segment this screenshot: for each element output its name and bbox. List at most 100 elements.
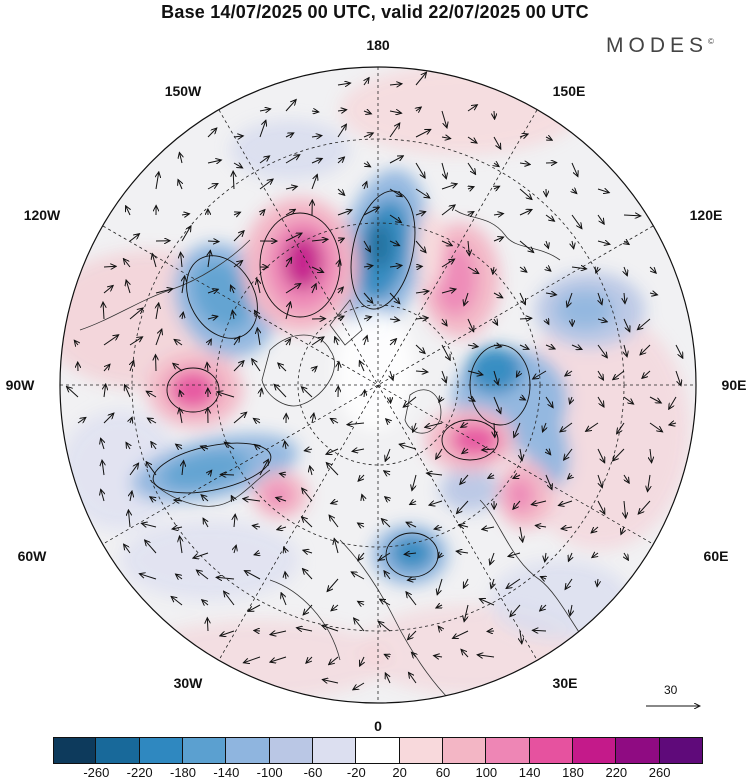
- wind-arrow: [182, 276, 185, 294]
- wind-arrow: [224, 591, 235, 606]
- lon-label-90e: 90E: [722, 377, 747, 393]
- wind-arrow: [467, 136, 477, 143]
- wind-arrow: [389, 156, 403, 164]
- wind-arrow: [592, 553, 598, 558]
- wind-arrow: [217, 392, 235, 398]
- wind-arrow: [597, 319, 607, 322]
- wind-arrow: [338, 287, 343, 293]
- wind-arrow: [406, 522, 417, 527]
- colorbar-segment: [486, 737, 530, 764]
- wind-arrow: [586, 422, 599, 431]
- wind-arrow: [379, 552, 391, 560]
- colorbar-segment: [53, 737, 97, 764]
- wind-arrow: [156, 172, 159, 190]
- wind-arrow: [508, 553, 521, 556]
- wind-arrow: [358, 552, 365, 561]
- wind-arrow: [386, 419, 390, 423]
- wind-arrow: [415, 371, 428, 372]
- colorbar-tick-label: 260: [648, 765, 671, 780]
- wind-arrow: [207, 289, 218, 293]
- wind-arrow: [126, 442, 130, 450]
- wind-arrow: [546, 449, 551, 455]
- wind-arrow: [173, 363, 183, 372]
- wind-arrow: [285, 233, 302, 242]
- wind-arrow: [67, 387, 79, 398]
- wind-arrow: [494, 163, 499, 167]
- colorbar-tick-label: 100: [475, 765, 498, 780]
- wind-arrow: [338, 259, 340, 268]
- wind-arrow: [438, 626, 442, 631]
- wind-arrow: [286, 339, 291, 345]
- lon-label-30e: 30E: [553, 675, 578, 691]
- wind-arrow: [303, 569, 313, 580]
- wind-arrow: [457, 500, 469, 514]
- colorbar-tick-label: -140: [213, 765, 240, 780]
- wind-arrow: [637, 318, 651, 330]
- wind-arrow: [467, 162, 476, 174]
- wind-arrow: [337, 210, 352, 216]
- wind-arrow: [597, 241, 610, 244]
- colorbar-tick-label: -60: [303, 765, 323, 780]
- wind-arrow: [285, 258, 292, 268]
- wind-arrow: [640, 344, 651, 355]
- wind-arrow: [519, 267, 527, 272]
- wind-arrow: [649, 293, 658, 295]
- wind-arrow: [410, 501, 416, 505]
- wind-arrow: [322, 680, 339, 684]
- wind-arrow: [546, 267, 551, 271]
- wind-arrow: [545, 396, 553, 408]
- wind-arrow: [494, 370, 498, 385]
- wind-arrow: [477, 655, 495, 657]
- wind-arrow: [568, 475, 573, 479]
- wind-arrow: [248, 604, 261, 611]
- wind-arrow: [597, 214, 604, 224]
- lon-label-0: 0: [374, 718, 382, 734]
- wind-arrow: [220, 630, 235, 636]
- wind-arrow: [493, 237, 504, 241]
- wind-arrow: [363, 163, 371, 167]
- wind-arrow: [572, 189, 577, 194]
- wind-arrow: [597, 448, 605, 463]
- wind-arrow: [384, 654, 390, 657]
- wind-arrow: [182, 461, 184, 476]
- wind-arrow: [467, 397, 475, 401]
- colorbar-segment: [572, 737, 617, 764]
- wind-arrow: [176, 444, 183, 449]
- wind-arrow: [467, 266, 479, 274]
- wind-arrow: [389, 339, 397, 346]
- wind-arrow: [411, 652, 416, 657]
- wind-arrow: [207, 362, 208, 372]
- wind-arrow: [216, 577, 235, 579]
- colorbar-segment: [442, 737, 487, 764]
- wind-arrow: [364, 78, 369, 86]
- wind-arrow: [565, 578, 573, 589]
- wind-arrow: [381, 519, 391, 528]
- wind-arrow: [441, 137, 451, 139]
- wind-arrow: [181, 214, 190, 215]
- wind-arrow: [207, 128, 217, 138]
- wind-arrow: [233, 212, 241, 215]
- wind-arrow: [434, 656, 443, 657]
- wind-arrow: [493, 266, 494, 274]
- wind-arrow: [543, 422, 547, 432]
- wind-arrow: [358, 601, 364, 605]
- wind-arrow: [493, 136, 501, 149]
- wind-arrow: [193, 552, 209, 558]
- colorbar-tick-label: 60: [435, 765, 451, 780]
- wind-arrow: [285, 100, 296, 112]
- wind-arrow: [540, 604, 547, 611]
- wind-arrow: [181, 226, 191, 242]
- wind-arrow: [363, 207, 379, 216]
- wind-arrow: [532, 630, 547, 631]
- wind-arrow: [74, 340, 78, 345]
- wind-arrow: [260, 388, 262, 398]
- wind-arrow: [126, 280, 130, 294]
- wind-arrow: [233, 136, 243, 137]
- wind-arrow: [285, 155, 300, 164]
- wind-arrow: [493, 345, 502, 347]
- wind-arrow: [568, 552, 572, 561]
- wind-arrow: [259, 179, 273, 190]
- wind-arrow: [624, 474, 629, 483]
- wind-arrow: [519, 163, 530, 165]
